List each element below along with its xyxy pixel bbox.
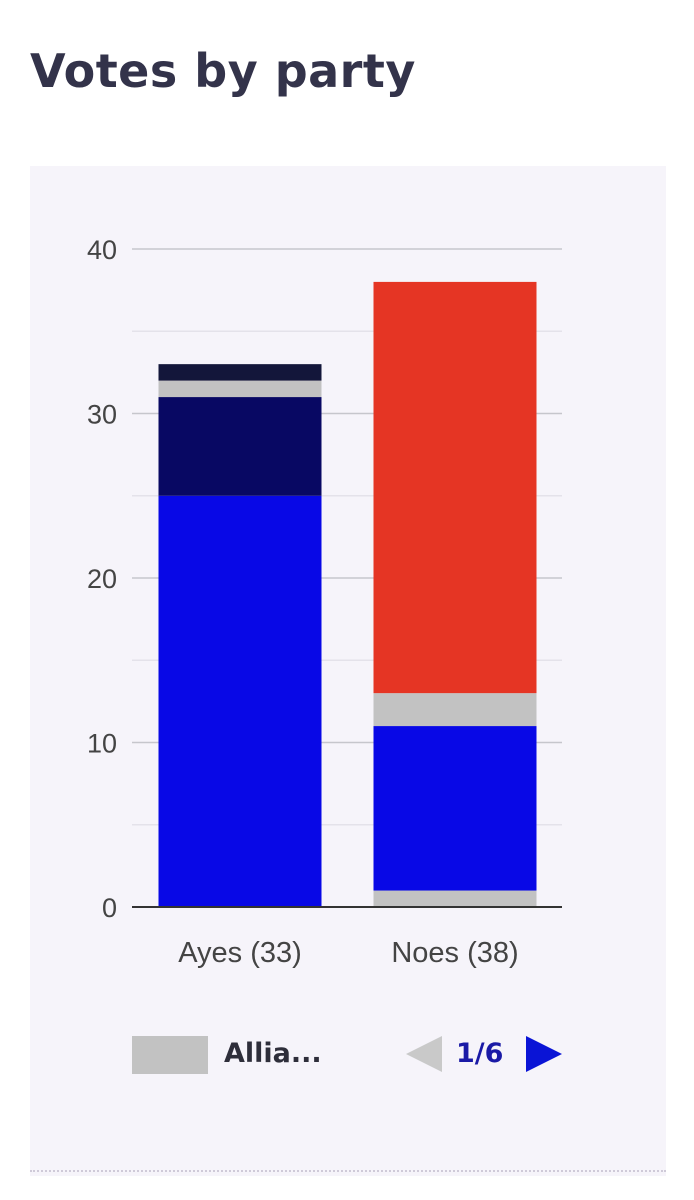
- bar-segment[interactable]: [158, 495, 322, 907]
- y-tick-label: 20: [87, 564, 117, 594]
- bar-segment[interactable]: [373, 693, 537, 727]
- y-tick-label: 10: [87, 729, 117, 759]
- legend-label: Allia...: [224, 1038, 322, 1069]
- y-tick-label: 40: [87, 235, 117, 265]
- axes: 0 10 20 30 40 Ayes (33) Noes (38): [87, 235, 562, 969]
- bar-segment[interactable]: [158, 364, 322, 381]
- bar-segment[interactable]: [373, 726, 537, 891]
- bar-segment[interactable]: [158, 397, 322, 496]
- next-arrow-icon[interactable]: [526, 1036, 562, 1072]
- bars: [158, 281, 537, 907]
- x-category-label: Noes (38): [391, 937, 518, 969]
- page-title: Votes by party: [30, 44, 416, 98]
- stacked-bar-chart: 0 10 20 30 40 Ayes (33) Noes (38): [87, 235, 562, 969]
- card-divider: [30, 1170, 666, 1172]
- previous-arrow-icon[interactable]: [406, 1036, 442, 1072]
- x-category-label: Ayes (33): [178, 937, 302, 969]
- pager-count: 1/6: [456, 1038, 504, 1069]
- bar-segment[interactable]: [373, 890, 537, 907]
- legend-swatch: [132, 1036, 208, 1074]
- legend: Allia... 1/6: [132, 1034, 572, 1082]
- y-tick-label: 30: [87, 400, 117, 430]
- bar-segment[interactable]: [158, 380, 322, 398]
- chart-card: [30, 166, 666, 1176]
- bar-segment[interactable]: [373, 281, 537, 694]
- y-tick-label: 0: [102, 893, 117, 923]
